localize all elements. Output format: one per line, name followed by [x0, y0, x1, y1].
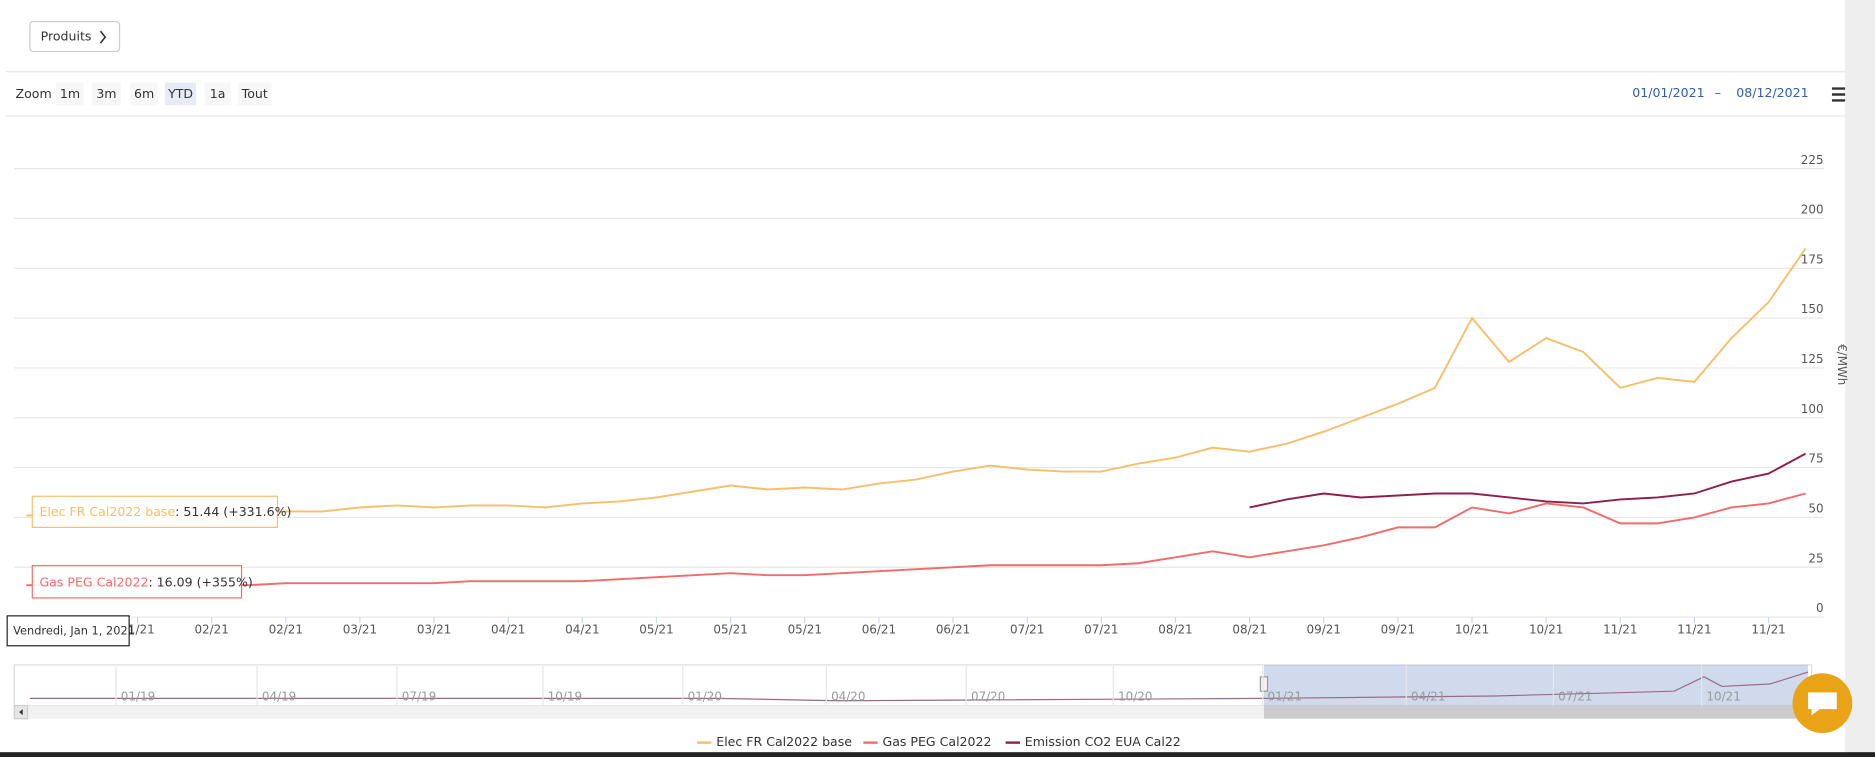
- zoom-button[interactable]: [165, 82, 197, 106]
- x-tick-label: 03/21: [343, 623, 377, 637]
- tooltip-series: Elec FR Cal2022 base: [39, 503, 175, 518]
- navigator-series: [29, 671, 1809, 702]
- zoom-button[interactable]: [237, 82, 272, 106]
- x-tick-label: 11/21: [1677, 623, 1711, 637]
- date-from[interactable]: 01/01/2021: [1632, 85, 1704, 100]
- navigator-label: 07/21: [1558, 690, 1592, 704]
- navigator-label: 04/20: [831, 690, 865, 704]
- x-tick-label: 03/21: [417, 623, 451, 637]
- zoom-button-label: 3m: [96, 86, 116, 101]
- x-tick-label: 09/21: [1307, 623, 1341, 637]
- navigator-label: 10/21: [1706, 690, 1740, 704]
- arrow: [19, 709, 23, 716]
- zoom-button-label: 6m: [134, 86, 154, 101]
- navigator-handle[interactable]: [1259, 676, 1269, 692]
- y-tick-label: 25: [1808, 551, 1823, 565]
- tooltip: [31, 495, 279, 528]
- x-tick-label: 04/21: [565, 623, 599, 637]
- y-tick-label: 0: [1816, 601, 1824, 615]
- zoom-button-label: YTD: [167, 86, 193, 101]
- x-tick-label: 02/21: [194, 623, 228, 637]
- date-tooltip: [6, 615, 130, 647]
- x-tick-label: 08/21: [1232, 623, 1266, 637]
- zoom-button[interactable]: [56, 82, 84, 106]
- y-tick-label: 100: [1801, 402, 1824, 416]
- tooltip-text: Elec FR Cal2022 base: 51.44 (+331.6%): [39, 503, 291, 518]
- x-tick-label: 10/21: [1455, 623, 1489, 637]
- series-line: [26, 492, 1806, 587]
- y-axis-label: €/MWh: [1835, 344, 1849, 385]
- date-tooltip-text: Vendredi, Jan 1, 2021: [13, 623, 135, 637]
- zoom-button-label: 1m: [60, 86, 80, 101]
- navigator-label: 07/19: [402, 690, 436, 704]
- tooltip-value: : 16.09 (+355%): [148, 574, 252, 589]
- x-tick-label: 02/21: [269, 623, 303, 637]
- tooltip-value: : 51.44 (+331.6%): [175, 503, 291, 518]
- navigator-label: 01/20: [688, 690, 722, 704]
- x-tick-label: 05/21: [639, 623, 673, 637]
- y-tick-label: 50: [1808, 502, 1823, 516]
- x-tick-label: 08/21: [1158, 623, 1192, 637]
- navigator-label: 04/19: [262, 690, 296, 704]
- x-tick-label: 09/21: [1381, 623, 1415, 637]
- navigator-label: 10/20: [1118, 690, 1152, 704]
- legend-label[interactable]: Emission CO2 EUA Cal22: [1025, 734, 1181, 749]
- zoom-button[interactable]: [204, 82, 231, 106]
- navigator-label: 10/19: [548, 690, 582, 704]
- scrollbar-thumb[interactable]: [1263, 705, 1809, 719]
- products-label: Produits: [41, 29, 92, 44]
- zoom-label: Zoom: [16, 86, 52, 101]
- products-button[interactable]: [29, 20, 121, 53]
- y-tick-label: 175: [1801, 252, 1824, 266]
- tooltip: [31, 565, 243, 599]
- x-tick-label: 06/21: [936, 623, 970, 637]
- date-separator: –: [1715, 85, 1721, 100]
- zoom-button-label: 1a: [210, 86, 226, 101]
- tooltip-series: Gas PEG Cal2022: [39, 574, 148, 589]
- navigator-label: 07/20: [971, 690, 1005, 704]
- bottom-bar: [0, 752, 1875, 757]
- navigator-label: 01/19: [121, 690, 155, 704]
- x-tick-label: 04/21: [491, 623, 525, 637]
- x-tick-label: 11/21: [1751, 623, 1785, 637]
- chat-icon: [1808, 692, 1837, 716]
- chevron: [99, 30, 107, 44]
- legend-label[interactable]: Gas PEG Cal2022: [882, 734, 991, 749]
- zoom-button-label: Tout: [241, 86, 268, 101]
- y-tick-label: 200: [1801, 203, 1824, 217]
- zoom-button[interactable]: [92, 82, 121, 106]
- x-tick-label: 06/21: [862, 623, 896, 637]
- y-tick-label: 225: [1801, 153, 1824, 167]
- series-line: [26, 247, 1807, 517]
- x-tick-label: 10/21: [1529, 623, 1563, 637]
- navigator-selection[interactable]: [1263, 664, 1809, 706]
- menu-icon[interactable]: [1831, 87, 1846, 102]
- navigator-label: 01/21: [1268, 690, 1302, 704]
- zoom-button[interactable]: [130, 82, 158, 106]
- y-tick-label: 75: [1808, 452, 1823, 466]
- x-tick-label: 07/21: [1010, 623, 1044, 637]
- y-tick-label: 125: [1801, 352, 1824, 366]
- series-line: [1249, 452, 1807, 509]
- navigator-label: 04/21: [1411, 690, 1445, 704]
- legend-label[interactable]: Elec FR Cal2022 base: [716, 734, 852, 749]
- x-tick-label: 05/21: [713, 623, 747, 637]
- side-gutter: [1845, 0, 1875, 757]
- y-tick-label: 150: [1801, 302, 1824, 316]
- x-tick-label: 05/21: [788, 623, 822, 637]
- tooltip-text: Gas PEG Cal2022: 16.09 (+355%): [39, 574, 252, 589]
- x-tick-label: 11/21: [1603, 623, 1637, 637]
- date-to[interactable]: 08/12/2021: [1736, 85, 1808, 100]
- x-tick-label: 07/21: [1084, 623, 1118, 637]
